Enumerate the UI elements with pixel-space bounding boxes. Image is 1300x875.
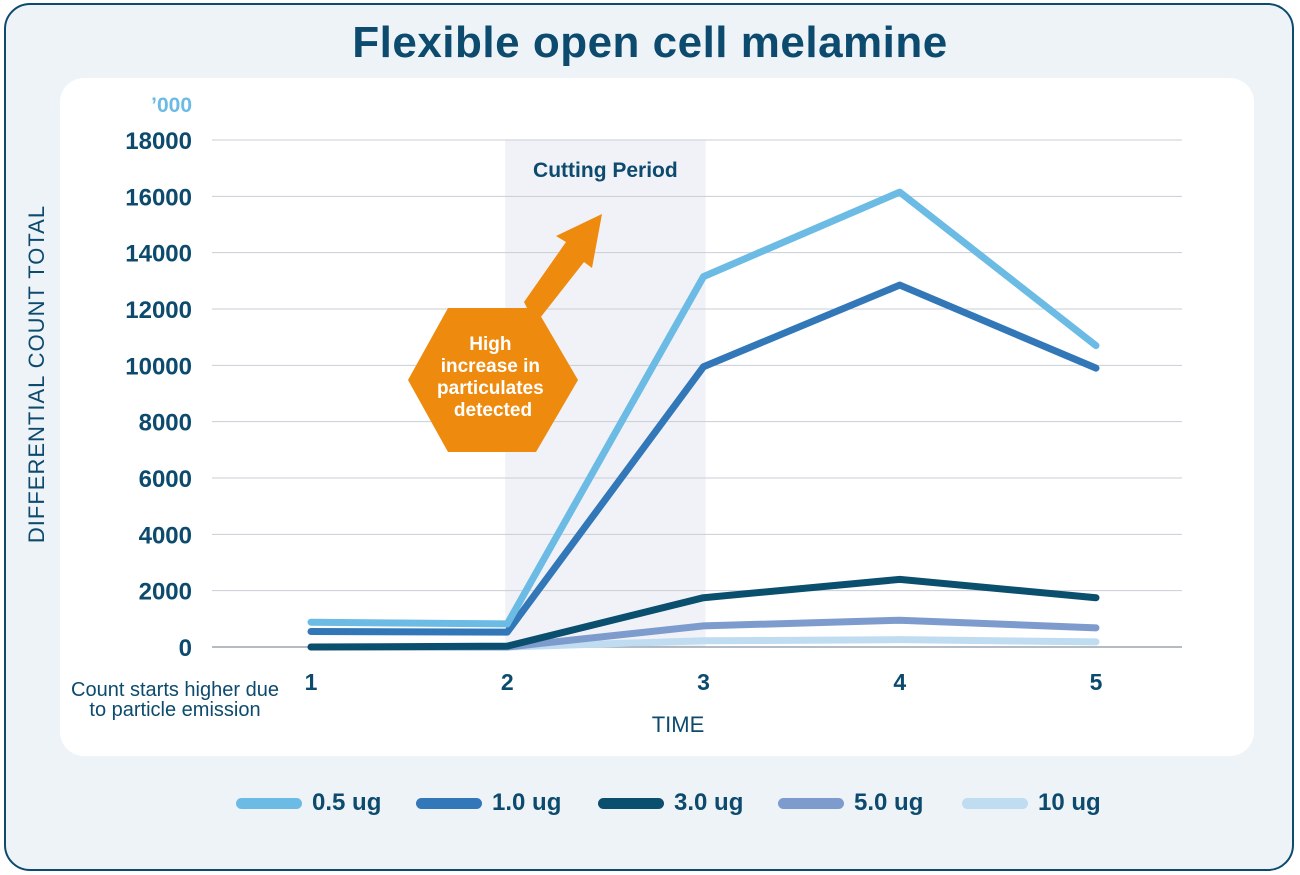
series-line-3-0-ug	[307, 575, 1100, 651]
y-tick-label: 6000	[139, 466, 192, 493]
y-tick-label: 18000	[125, 128, 192, 155]
legend-swatch	[416, 797, 482, 809]
legend-swatch	[778, 797, 844, 809]
series-lines	[307, 188, 1100, 651]
y-tick-label: 16000	[125, 184, 192, 211]
x-tick-label: 1	[305, 669, 318, 695]
series-line-0-5-ug	[307, 188, 1100, 628]
annotation-hexagon	[408, 308, 578, 452]
y-tick-label: 10000	[125, 353, 192, 380]
legend-swatch	[598, 797, 664, 809]
legend-item: 3.0 ug	[598, 786, 743, 820]
legend-label: 1.0 ug	[492, 789, 562, 816]
legend-item: 5.0 ug	[778, 786, 923, 820]
legend-item: 0.5 ug	[236, 786, 381, 820]
y-axis-label: DIFFERENTIAL COUNT TOTAL	[24, 205, 49, 543]
x-axis-label: TIME	[652, 712, 705, 737]
annotation-callout: High increase in particulates detected	[408, 214, 602, 452]
annotation-arrow	[524, 214, 602, 318]
annotation-text: High increase in particulates detected	[437, 334, 549, 421]
y-tick-label: 14000	[125, 241, 192, 268]
legend-item: 10 ug	[962, 786, 1101, 820]
x-tick-label: 4	[893, 669, 906, 695]
y-tick-label: 0	[179, 635, 192, 662]
cutting-period-label: Cutting Period	[533, 159, 678, 182]
legend-label: 0.5 ug	[312, 789, 382, 816]
legend-label: 10 ug	[1038, 789, 1101, 816]
y-tick-label: 8000	[139, 410, 192, 437]
x-tick-label: 3	[697, 669, 710, 695]
x-tick-label: 2	[501, 669, 514, 695]
legend-item: 1.0 ug	[416, 786, 561, 820]
legend-label: 3.0 ug	[674, 789, 744, 816]
legend-label: 5.0 ug	[854, 789, 924, 816]
legend-swatch	[236, 797, 302, 809]
legend: 0.5 ug 1.0 ug 3.0 ug 5.0 ug 10 ug	[0, 786, 1300, 820]
x-tick-labels: 1 2 3 4 5	[305, 669, 1103, 695]
y-tick-label: 12000	[125, 297, 192, 324]
y-tick-label: 4000	[139, 522, 192, 549]
series-line-1-0-ug	[307, 281, 1100, 636]
chart-title: Flexible open cell melamine	[352, 18, 948, 67]
x-axis-note: Count starts higher due to particle emis…	[71, 679, 279, 721]
y-tick-labels: 0 2000 4000 6000 8000 10000 12000 14000 16000 180…	[125, 128, 192, 662]
legend-swatch	[962, 797, 1028, 809]
y-tick-label: 2000	[139, 579, 192, 606]
y-unit-label: ’000	[151, 94, 192, 117]
x-tick-label: 5	[1090, 669, 1103, 695]
